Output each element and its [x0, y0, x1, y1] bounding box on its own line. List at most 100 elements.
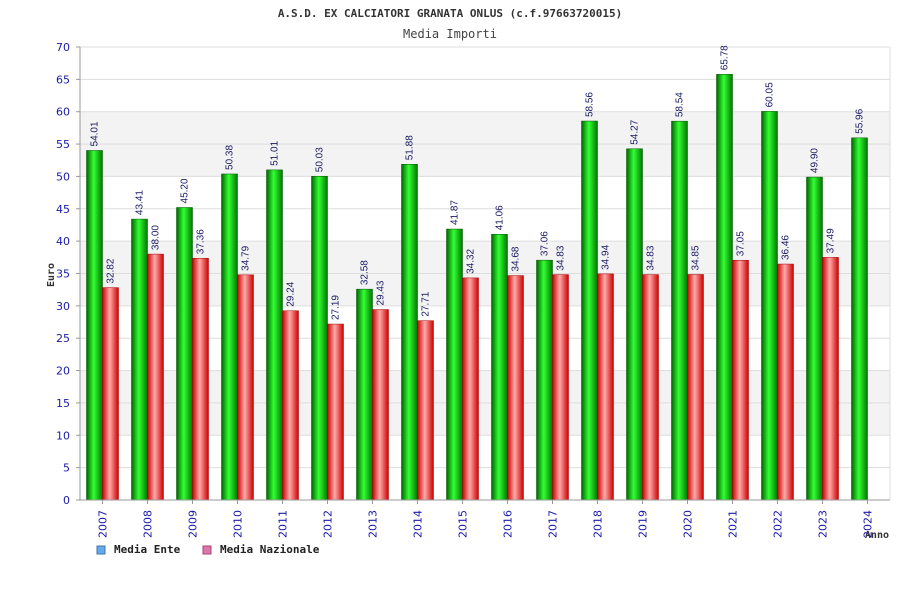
y-tick-label: 0 [63, 494, 70, 507]
grid-band [80, 402, 890, 436]
x-tick-label: 2017 [547, 510, 560, 538]
x-tick-label: 2018 [592, 510, 605, 538]
grid-band [80, 176, 890, 209]
bar-nazionale-2019 [642, 274, 659, 501]
y-axis-ticks: 0 5 10 15 20 25 30 35 40 45 50 55 60 65 70 [56, 41, 80, 507]
value-label-nazionale-2008: 38.00 [151, 225, 162, 250]
y-tick-label: 60 [56, 106, 70, 119]
x-axis-label: Anno [865, 530, 889, 541]
value-label-nazionale-2010: 34.79 [241, 245, 252, 270]
grid-band [80, 338, 890, 371]
x-tick-label: 2008 [142, 510, 155, 538]
bar-ente-2007 [86, 150, 103, 501]
value-label-nazionale-2018: 34.94 [601, 244, 612, 269]
legend-swatch-ente [96, 545, 106, 555]
value-label-nazionale-2016: 34.68 [511, 246, 522, 271]
grid-band [80, 435, 890, 468]
y-tick-label: 5 [63, 462, 70, 475]
bar-nazionale-2022 [777, 263, 794, 501]
x-tick-label: 2022 [772, 510, 785, 538]
y-tick-label: 55 [56, 138, 70, 151]
x-tick-label: 2020 [682, 510, 695, 538]
bar-nazionale-2009 [192, 257, 209, 501]
legend-label-ente: Media Ente [114, 543, 181, 556]
bar-ente-2013 [356, 288, 373, 501]
value-label-ente-2024: 55.96 [855, 108, 866, 133]
bar-nazionale-2023 [822, 257, 839, 501]
y-tick-label: 25 [56, 332, 70, 345]
grid-band [80, 241, 890, 274]
value-label-ente-2008: 43.41 [135, 190, 146, 215]
bar-ente-2009 [176, 207, 193, 501]
bar-nazionale-2011 [282, 310, 299, 501]
bar-nazionale-2015 [462, 277, 479, 501]
value-label-ente-2021: 65.78 [720, 45, 731, 70]
x-tick-label: 2007 [97, 510, 110, 538]
bar-nazionale-2012 [327, 323, 344, 501]
bar-ente-2024 [851, 137, 868, 501]
value-label-nazionale-2019: 34.83 [646, 245, 657, 270]
bar-ente-2008 [131, 218, 148, 501]
x-tick-label: 2011 [277, 510, 290, 538]
bar-nazionale-2013 [372, 309, 389, 501]
value-label-ente-2015: 41.87 [450, 200, 461, 225]
value-label-ente-2014: 51.88 [405, 135, 416, 160]
value-label-ente-2020: 58.54 [675, 92, 686, 117]
bar-ente-2018 [581, 120, 598, 501]
bar-nazionale-2020 [687, 274, 704, 501]
bar-nazionale-2018 [597, 273, 614, 501]
value-label-nazionale-2022: 36.46 [781, 235, 792, 260]
bar-ente-2011 [266, 169, 283, 501]
x-tick-label: 2013 [367, 510, 380, 538]
bar-ente-2015 [446, 228, 463, 501]
value-label-ente-2019: 54.27 [630, 119, 641, 144]
grid-band [80, 144, 890, 177]
x-tick-label: 2019 [637, 510, 650, 538]
bar-nazionale-2007 [102, 287, 119, 501]
x-tick-label: 2023 [817, 510, 830, 538]
value-label-ente-2009: 45.20 [180, 178, 191, 203]
x-axis-ticks: 2007 2008 2009 2010 2011 2012 2013 2014 2015 2016… [97, 500, 875, 538]
y-tick-label: 10 [56, 429, 70, 442]
value-label-ente-2010: 50.38 [225, 145, 236, 170]
x-tick-label: 2016 [502, 510, 515, 538]
plot-background [80, 46, 891, 501]
value-label-nazionale-2017: 34.83 [556, 245, 567, 270]
legend: Media Ente Media Nazionale [96, 543, 320, 556]
bar-ente-2010 [221, 173, 238, 501]
value-label-ente-2013: 32.58 [360, 260, 371, 285]
grid-band [80, 273, 890, 306]
value-labels: 54.01 32.82 43.41 38.00 45.20 37.36 50.38 34.79… [90, 45, 866, 320]
x-tick-label: 2009 [187, 510, 200, 538]
legend-swatch-nazionale [202, 545, 212, 555]
value-label-nazionale-2014: 27.71 [421, 291, 432, 316]
y-tick-label: 45 [56, 203, 70, 216]
bar-nazionale-2010 [237, 274, 254, 501]
grid-band [80, 111, 890, 145]
grid-band [80, 305, 890, 339]
grid-band [80, 370, 890, 403]
bar-ente-2022 [761, 111, 778, 501]
y-tick-label: 40 [56, 235, 70, 248]
legend-label-nazionale: Media Nazionale [220, 543, 320, 556]
x-tick-label: 2010 [232, 510, 245, 538]
y-tick-label: 65 [56, 73, 70, 86]
value-label-ente-2012: 50.03 [315, 147, 326, 172]
value-label-ente-2022: 60.05 [765, 82, 776, 107]
bar-ente-2020 [671, 120, 688, 501]
y-tick-label: 15 [56, 397, 70, 410]
value-label-nazionale-2009: 37.36 [196, 229, 207, 254]
chart-title: A.S.D. EX CALCIATORI GRANATA ONLUS (c.f.… [278, 7, 622, 20]
bar-ente-2012 [311, 175, 328, 501]
x-tick-label: 2021 [727, 510, 740, 538]
x-tick-label: 2014 [412, 510, 425, 538]
bar-ente-2023 [806, 176, 823, 501]
value-label-ente-2016: 41.06 [495, 205, 506, 230]
value-label-ente-2018: 58.56 [585, 92, 596, 117]
x-tick-label: 2015 [457, 510, 470, 538]
value-label-ente-2011: 51.01 [270, 140, 281, 165]
value-label-nazionale-2015: 34.32 [466, 248, 477, 273]
grid-band [80, 467, 890, 500]
value-label-nazionale-2012: 27.19 [331, 295, 342, 320]
grid-band [80, 47, 890, 80]
